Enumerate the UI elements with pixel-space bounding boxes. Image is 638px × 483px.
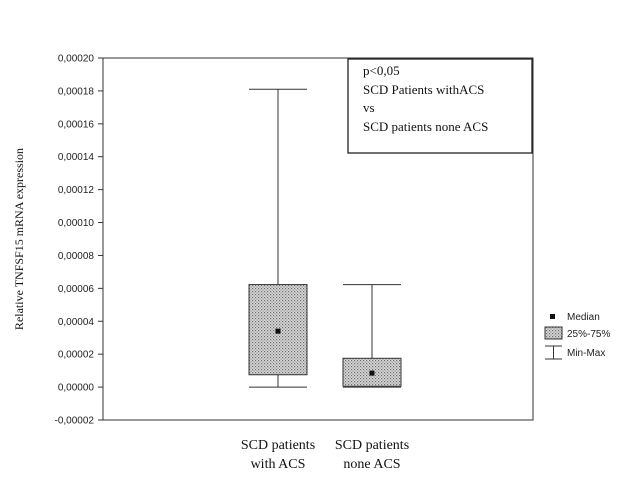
legend-median-label: Median [567, 312, 600, 323]
y-tick-label: 0,00004 [58, 317, 95, 328]
x-category-label: none ACS [343, 457, 400, 472]
legend-minmax-label: Min-Max [567, 348, 605, 359]
x-category-label: SCD patients [335, 438, 409, 453]
y-tick-label: 0,00006 [58, 284, 95, 295]
y-tick-label: -0,00002 [55, 416, 95, 427]
legend-iqr-swatch [544, 326, 563, 340]
y-tick-label: 0,00018 [58, 86, 95, 97]
legend-minmax-swatch [545, 345, 562, 360]
y-tick-label: 0,00000 [58, 383, 95, 394]
x-category-label: SCD patients [241, 438, 315, 453]
annotation-text: SCD patients none ACS [363, 119, 488, 134]
box-group-2 [342, 284, 402, 388]
y-tick-label: 0,00020 [58, 54, 95, 65]
x-category-label: with ACS [251, 457, 306, 472]
y-tick-label: 0,00014 [58, 152, 95, 163]
legend-iqr-label: 25%-75% [567, 329, 610, 340]
y-tick-label: 0,00002 [58, 350, 95, 361]
y-tick-label: 0,00010 [58, 218, 95, 229]
legend-median-swatch [550, 314, 555, 319]
median-marker [369, 370, 375, 376]
annotation-text: vs [363, 100, 375, 115]
median-marker [275, 328, 281, 334]
y-tick-label: 0,00008 [58, 251, 95, 262]
y-tick-label: 0,00012 [58, 185, 95, 196]
p-value-annotation-box [347, 58, 533, 154]
box-group-1 [248, 88, 308, 388]
annotation-text: p<0,05 [363, 63, 400, 78]
plot-area-frame [102, 57, 534, 421]
y-tick-label: 0,00016 [58, 119, 95, 130]
annotation-text: SCD Patients withACS [363, 82, 484, 97]
y-axis-title: Relative TNFSF15 mRNA expression [12, 148, 26, 330]
